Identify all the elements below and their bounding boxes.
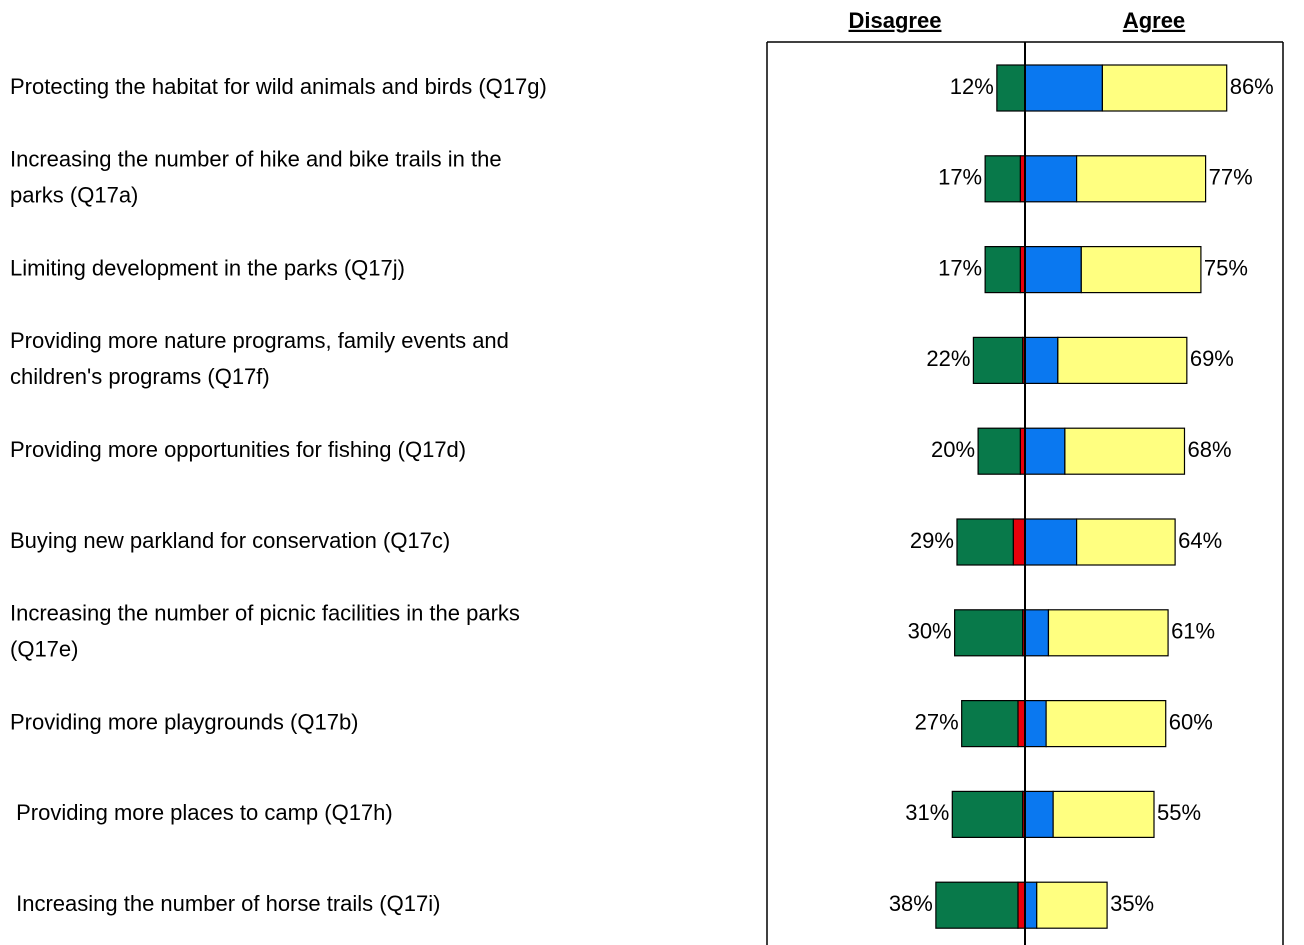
bar-segment [1024,609,1050,657]
right-total-label: 64% [1178,528,1222,553]
left-total-label: 17% [938,255,982,280]
bar-segment [996,64,1026,112]
bar-segment [1024,881,1038,929]
bar-segment [1045,699,1167,748]
right-total-label: 69% [1190,346,1234,371]
left-total-label: 38% [889,891,933,916]
category-label: Providing more opportunities for fishing… [10,437,466,462]
right-total-label: 61% [1171,619,1215,644]
bar-segment [1101,64,1228,112]
left-total-label: 20% [931,437,975,462]
category-label: Buying new parkland for conservation (Q1… [10,528,450,553]
category-label: Providing more places to camp (Q17h) [10,800,393,825]
left-total-label: 22% [926,346,970,371]
right-total-label: 55% [1157,800,1201,825]
bar-segment [984,155,1021,203]
left-header: Disagree [849,8,942,33]
bar-segment [984,246,1021,294]
bar-segment [1064,427,1186,475]
right-total-label: 35% [1110,891,1154,916]
right-total-label: 68% [1187,437,1231,462]
bar-segment [1052,790,1155,839]
bar-segment [1057,336,1188,384]
category-label: Protecting the habitat for wild animals … [10,74,547,99]
bar-segment [1024,427,1066,475]
bar-segment [1017,699,1026,748]
bar-segment [1047,609,1169,657]
left-total-label: 31% [905,800,949,825]
bar-segment [956,518,1014,566]
right-total-label: 60% [1169,709,1213,734]
bar-segment [977,427,1021,475]
right-total-label: 75% [1204,255,1248,280]
left-total-label: 12% [950,74,994,99]
category-label: Providing more nature programs, family e… [10,328,509,353]
bar-segment [1024,699,1047,748]
category-label: Increasing the number of horse trails (Q… [10,891,440,916]
bar-segment [1080,246,1202,294]
bar-segment [1075,155,1207,203]
bar-segment [1024,336,1059,384]
bar-segment [1024,518,1078,566]
bar-segment [1012,518,1026,566]
left-total-label: 30% [908,619,952,644]
bar-segment [1024,790,1054,839]
bar-segment [1036,881,1108,929]
bar-segment [1024,64,1104,112]
category-label: Limiting development in the parks (Q17j) [10,255,405,280]
left-total-label: 27% [915,709,959,734]
bar-segment [1017,881,1026,929]
category-label: Increasing the number of hike and bike t… [10,147,502,172]
right-header: Agree [1123,8,1185,33]
category-label: (Q17e) [10,637,78,662]
right-total-label: 77% [1209,165,1253,190]
category-label: Providing more playgrounds (Q17b) [10,709,359,734]
bar-segment [954,609,1024,657]
category-label: parks (Q17a) [10,183,138,208]
bar-segment [1024,155,1078,203]
bar-segment [951,790,1024,839]
category-label: Increasing the number of picnic faciliti… [10,601,520,626]
bar-segment [972,336,1024,384]
bar-segment [961,699,1019,748]
bar-segment [1024,246,1082,294]
bar-segment [935,881,1019,929]
left-total-label: 29% [910,528,954,553]
bar-segment [1075,518,1176,566]
left-total-label: 17% [938,165,982,190]
right-total-label: 86% [1230,74,1274,99]
category-label: children's programs (Q17f) [10,364,270,389]
